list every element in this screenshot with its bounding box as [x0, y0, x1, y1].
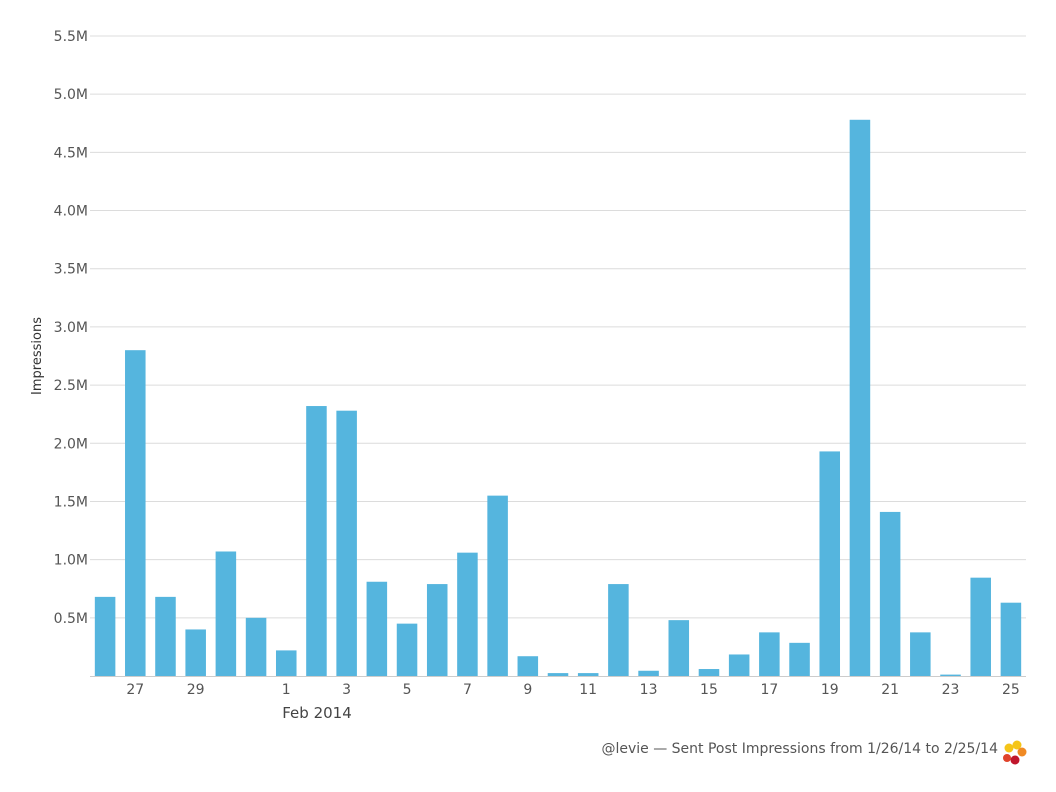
bar [547, 673, 569, 676]
month-label: Feb 2014 [282, 704, 352, 722]
bar [608, 584, 629, 676]
bar [517, 656, 539, 676]
y-tick-label: 4.5M [54, 145, 88, 161]
bar [698, 669, 720, 676]
y-tick-label: 5.0M [54, 87, 88, 103]
bar [215, 551, 237, 676]
bar [94, 596, 116, 676]
x-tick-label: 15 [700, 682, 718, 698]
bar [940, 674, 961, 676]
x-tick-label: 1 [282, 682, 291, 698]
bar [336, 410, 357, 676]
x-tick-label: 25 [1002, 682, 1020, 698]
x-tick-label: 7 [463, 682, 472, 698]
bar [668, 620, 690, 676]
x-tick-label: 3 [342, 682, 351, 698]
bar [275, 650, 297, 676]
x-tick-label: 21 [881, 682, 899, 698]
bar [426, 584, 448, 676]
x-tick-label: 17 [760, 682, 778, 698]
y-tick-label: 3.5M [54, 262, 88, 278]
bar [185, 629, 206, 676]
bar [577, 673, 599, 676]
flower-logo-icon [1003, 740, 1027, 765]
y-tick-label: 3.0M [54, 320, 88, 336]
y-tick-label: 1.5M [54, 494, 88, 510]
bar [910, 632, 931, 676]
y-axis-label: Impressions [30, 317, 45, 395]
bar [125, 350, 146, 676]
x-tick-label: 27 [126, 682, 144, 698]
y-tick-label: 2.0M [54, 436, 88, 452]
x-tick-label: 23 [942, 682, 960, 698]
bar [306, 406, 327, 676]
y-tick-label: 5.5M [54, 29, 88, 45]
chart-caption: @levie — Sent Post Impressions from 1/26… [601, 741, 998, 757]
bar [849, 119, 871, 677]
bar [396, 623, 418, 676]
bar [487, 495, 508, 676]
y-tick-label: 2.5M [54, 378, 88, 394]
bar [638, 670, 659, 676]
bar [366, 581, 388, 676]
x-tick-label: 5 [403, 682, 412, 698]
bar [970, 577, 991, 676]
bar [789, 642, 810, 676]
x-tick-label: 9 [523, 682, 532, 698]
bar [1000, 602, 1022, 676]
x-axis-ticks: 27 29 1 3 5 7 9 11 13 15 17 19 21 23 25 [126, 682, 1019, 698]
y-tick-label: 4.0M [54, 204, 88, 220]
bar [728, 654, 750, 676]
y-tick-label: 0.5M [54, 611, 88, 627]
y-axis-ticks: 0.5M 1.0M 1.5M 2.0M 2.5M 3.0M 3.5M 4.0M 4.5M 5.0M… [54, 29, 88, 627]
x-tick-label: 29 [187, 682, 205, 698]
bar [879, 511, 901, 676]
bar [819, 451, 841, 676]
x-tick-label: 11 [579, 682, 597, 698]
x-tick-label: 13 [640, 682, 658, 698]
bars [94, 119, 1022, 677]
x-tick-label: 19 [821, 682, 839, 698]
bar [155, 596, 176, 676]
bar [457, 552, 478, 676]
bar [759, 632, 780, 676]
gridlines [90, 35, 1026, 619]
bar [245, 617, 267, 676]
y-tick-label: 1.0M [54, 553, 88, 569]
